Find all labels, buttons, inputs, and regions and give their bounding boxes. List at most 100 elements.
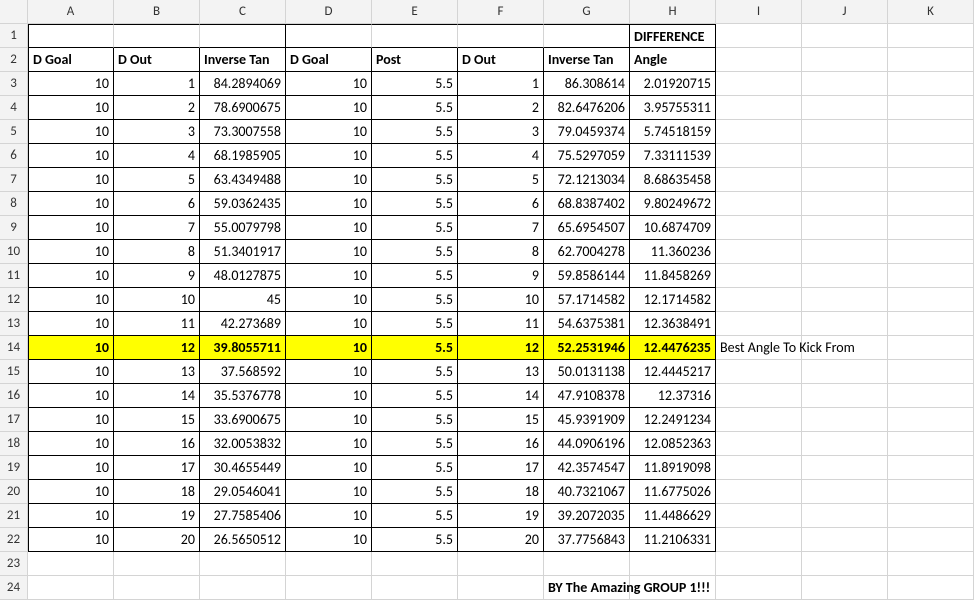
data-cell-r6-c8[interactable]: 7.33111539 xyxy=(630,144,716,168)
data-cell-r7-c2[interactable]: 5 xyxy=(114,168,200,192)
cell-r7-c11[interactable] xyxy=(888,168,974,192)
cell-r21-c10[interactable] xyxy=(802,504,888,528)
data-cell-r20-c5[interactable]: 5.5 xyxy=(372,480,458,504)
data-cell-r20-c7[interactable]: 40.7321067 xyxy=(544,480,630,504)
row-header-9[interactable]: 9 xyxy=(0,216,28,240)
cell-r8-c10[interactable] xyxy=(802,192,888,216)
data-cell-r4-c6[interactable]: 2 xyxy=(458,96,544,120)
cell-r23-c9[interactable] xyxy=(716,552,802,576)
data-cell-r10-c6[interactable]: 8 xyxy=(458,240,544,264)
cell-r22-c9[interactable] xyxy=(716,528,802,552)
data-cell-r6-c7[interactable]: 75.5297059 xyxy=(544,144,630,168)
data-cell-r9-c4[interactable]: 10 xyxy=(286,216,372,240)
data-cell-r3-c3[interactable]: 84.2894069 xyxy=(200,72,286,96)
cell-r13-c9[interactable] xyxy=(716,312,802,336)
data-cell-r19-c2[interactable]: 17 xyxy=(114,456,200,480)
data-cell-r11-c4[interactable]: 10 xyxy=(286,264,372,288)
data-cell-r17-c8[interactable]: 12.2491234 xyxy=(630,408,716,432)
data-cell-r6-c4[interactable]: 10 xyxy=(286,144,372,168)
data-cell-r19-c7[interactable]: 42.3574547 xyxy=(544,456,630,480)
cell-r5-c10[interactable] xyxy=(802,120,888,144)
row-header-16[interactable]: 16 xyxy=(0,384,28,408)
data-cell-r3-c2[interactable]: 1 xyxy=(114,72,200,96)
data-cell-r5-c4[interactable]: 10 xyxy=(286,120,372,144)
data-cell-r12-c4[interactable]: 10 xyxy=(286,288,372,312)
data-cell-r20-c3[interactable]: 29.0546041 xyxy=(200,480,286,504)
cell-r23-c2[interactable] xyxy=(114,552,200,576)
data-cell-r17-c5[interactable]: 5.5 xyxy=(372,408,458,432)
row-header-19[interactable]: 19 xyxy=(0,456,28,480)
data-cell-r21-c7[interactable]: 39.2072035 xyxy=(544,504,630,528)
data-cell-r21-c8[interactable]: 11.4486629 xyxy=(630,504,716,528)
row-header-4[interactable]: 4 xyxy=(0,96,28,120)
data-cell-r19-c3[interactable]: 30.4655449 xyxy=(200,456,286,480)
data-cell-r12-c6[interactable]: 10 xyxy=(458,288,544,312)
data-cell-r7-c1[interactable]: 10 xyxy=(28,168,114,192)
cell-r24-c9[interactable] xyxy=(716,576,802,600)
cell-r17-c9[interactable] xyxy=(716,408,802,432)
data-cell-r18-c3[interactable]: 32.0053832 xyxy=(200,432,286,456)
data-cell-r10-c2[interactable]: 8 xyxy=(114,240,200,264)
data-cell-r17-c3[interactable]: 33.6900675 xyxy=(200,408,286,432)
cell-r1-c10[interactable] xyxy=(802,24,888,48)
data-cell-r16-c6[interactable]: 14 xyxy=(458,384,544,408)
data-cell-r12-c2[interactable]: 10 xyxy=(114,288,200,312)
cell-r9-c10[interactable] xyxy=(802,216,888,240)
cell-r15-c9[interactable] xyxy=(716,360,802,384)
data-cell-r14-c5[interactable]: 5.5 xyxy=(372,336,458,360)
data-cell-r6-c2[interactable]: 4 xyxy=(114,144,200,168)
data-cell-r4-c2[interactable]: 2 xyxy=(114,96,200,120)
row-header-23[interactable]: 23 xyxy=(0,552,28,576)
cell-r17-c11[interactable] xyxy=(888,408,974,432)
cell-r24-c1[interactable] xyxy=(28,576,114,600)
data-cell-r8-c7[interactable]: 68.8387402 xyxy=(544,192,630,216)
col-header-H[interactable]: H xyxy=(630,0,716,24)
data-cell-r9-c7[interactable]: 65.6954507 xyxy=(544,216,630,240)
data-cell-r21-c3[interactable]: 27.7585406 xyxy=(200,504,286,528)
data-cell-r8-c3[interactable]: 59.0362435 xyxy=(200,192,286,216)
data-cell-r18-c4[interactable]: 10 xyxy=(286,432,372,456)
data-cell-r12-c7[interactable]: 57.1714582 xyxy=(544,288,630,312)
cell-r6-c11[interactable] xyxy=(888,144,974,168)
data-cell-r15-c6[interactable]: 13 xyxy=(458,360,544,384)
data-cell-r9-c2[interactable]: 7 xyxy=(114,216,200,240)
cell-r1-c9[interactable] xyxy=(716,24,802,48)
data-cell-r5-c8[interactable]: 5.74518159 xyxy=(630,120,716,144)
data-cell-r17-c2[interactable]: 15 xyxy=(114,408,200,432)
cell-r4-c11[interactable] xyxy=(888,96,974,120)
cell-r12-c9[interactable] xyxy=(716,288,802,312)
row-header-6[interactable]: 6 xyxy=(0,144,28,168)
data-cell-r11-c7[interactable]: 59.8586144 xyxy=(544,264,630,288)
data-cell-r17-c1[interactable]: 10 xyxy=(28,408,114,432)
data-cell-r4-c8[interactable]: 3.95755311 xyxy=(630,96,716,120)
row-header-21[interactable]: 21 xyxy=(0,504,28,528)
data-cell-r4-c4[interactable]: 10 xyxy=(286,96,372,120)
row-header-24[interactable]: 24 xyxy=(0,576,28,600)
data-cell-r13-c5[interactable]: 5.5 xyxy=(372,312,458,336)
cell-r19-c11[interactable] xyxy=(888,456,974,480)
data-cell-r13-c7[interactable]: 54.6375381 xyxy=(544,312,630,336)
data-cell-r19-c5[interactable]: 5.5 xyxy=(372,456,458,480)
data-cell-r11-c5[interactable]: 5.5 xyxy=(372,264,458,288)
col-header-A[interactable]: A xyxy=(28,0,114,24)
cell-r24-c2[interactable] xyxy=(114,576,200,600)
data-cell-r15-c8[interactable]: 12.4445217 xyxy=(630,360,716,384)
cell-r20-c9[interactable] xyxy=(716,480,802,504)
data-cell-r11-c1[interactable]: 10 xyxy=(28,264,114,288)
data-cell-r14-c1[interactable]: 10 xyxy=(28,336,114,360)
row-header-3[interactable]: 3 xyxy=(0,72,28,96)
data-cell-r19-c8[interactable]: 11.8919098 xyxy=(630,456,716,480)
row-header-7[interactable]: 7 xyxy=(0,168,28,192)
cell-r4-c10[interactable] xyxy=(802,96,888,120)
cell-r23-c8[interactable] xyxy=(630,552,716,576)
cell-r23-c4[interactable] xyxy=(286,552,372,576)
data-cell-r22-c5[interactable]: 5.5 xyxy=(372,528,458,552)
data-cell-r22-c7[interactable]: 37.7756843 xyxy=(544,528,630,552)
data-cell-r7-c7[interactable]: 72.1213034 xyxy=(544,168,630,192)
col-header-G[interactable]: G xyxy=(544,0,630,24)
data-cell-r14-c2[interactable]: 12 xyxy=(114,336,200,360)
cell-r23-c5[interactable] xyxy=(372,552,458,576)
data-cell-r8-c2[interactable]: 6 xyxy=(114,192,200,216)
cell-r23-c1[interactable] xyxy=(28,552,114,576)
col-header-F[interactable]: F xyxy=(458,0,544,24)
